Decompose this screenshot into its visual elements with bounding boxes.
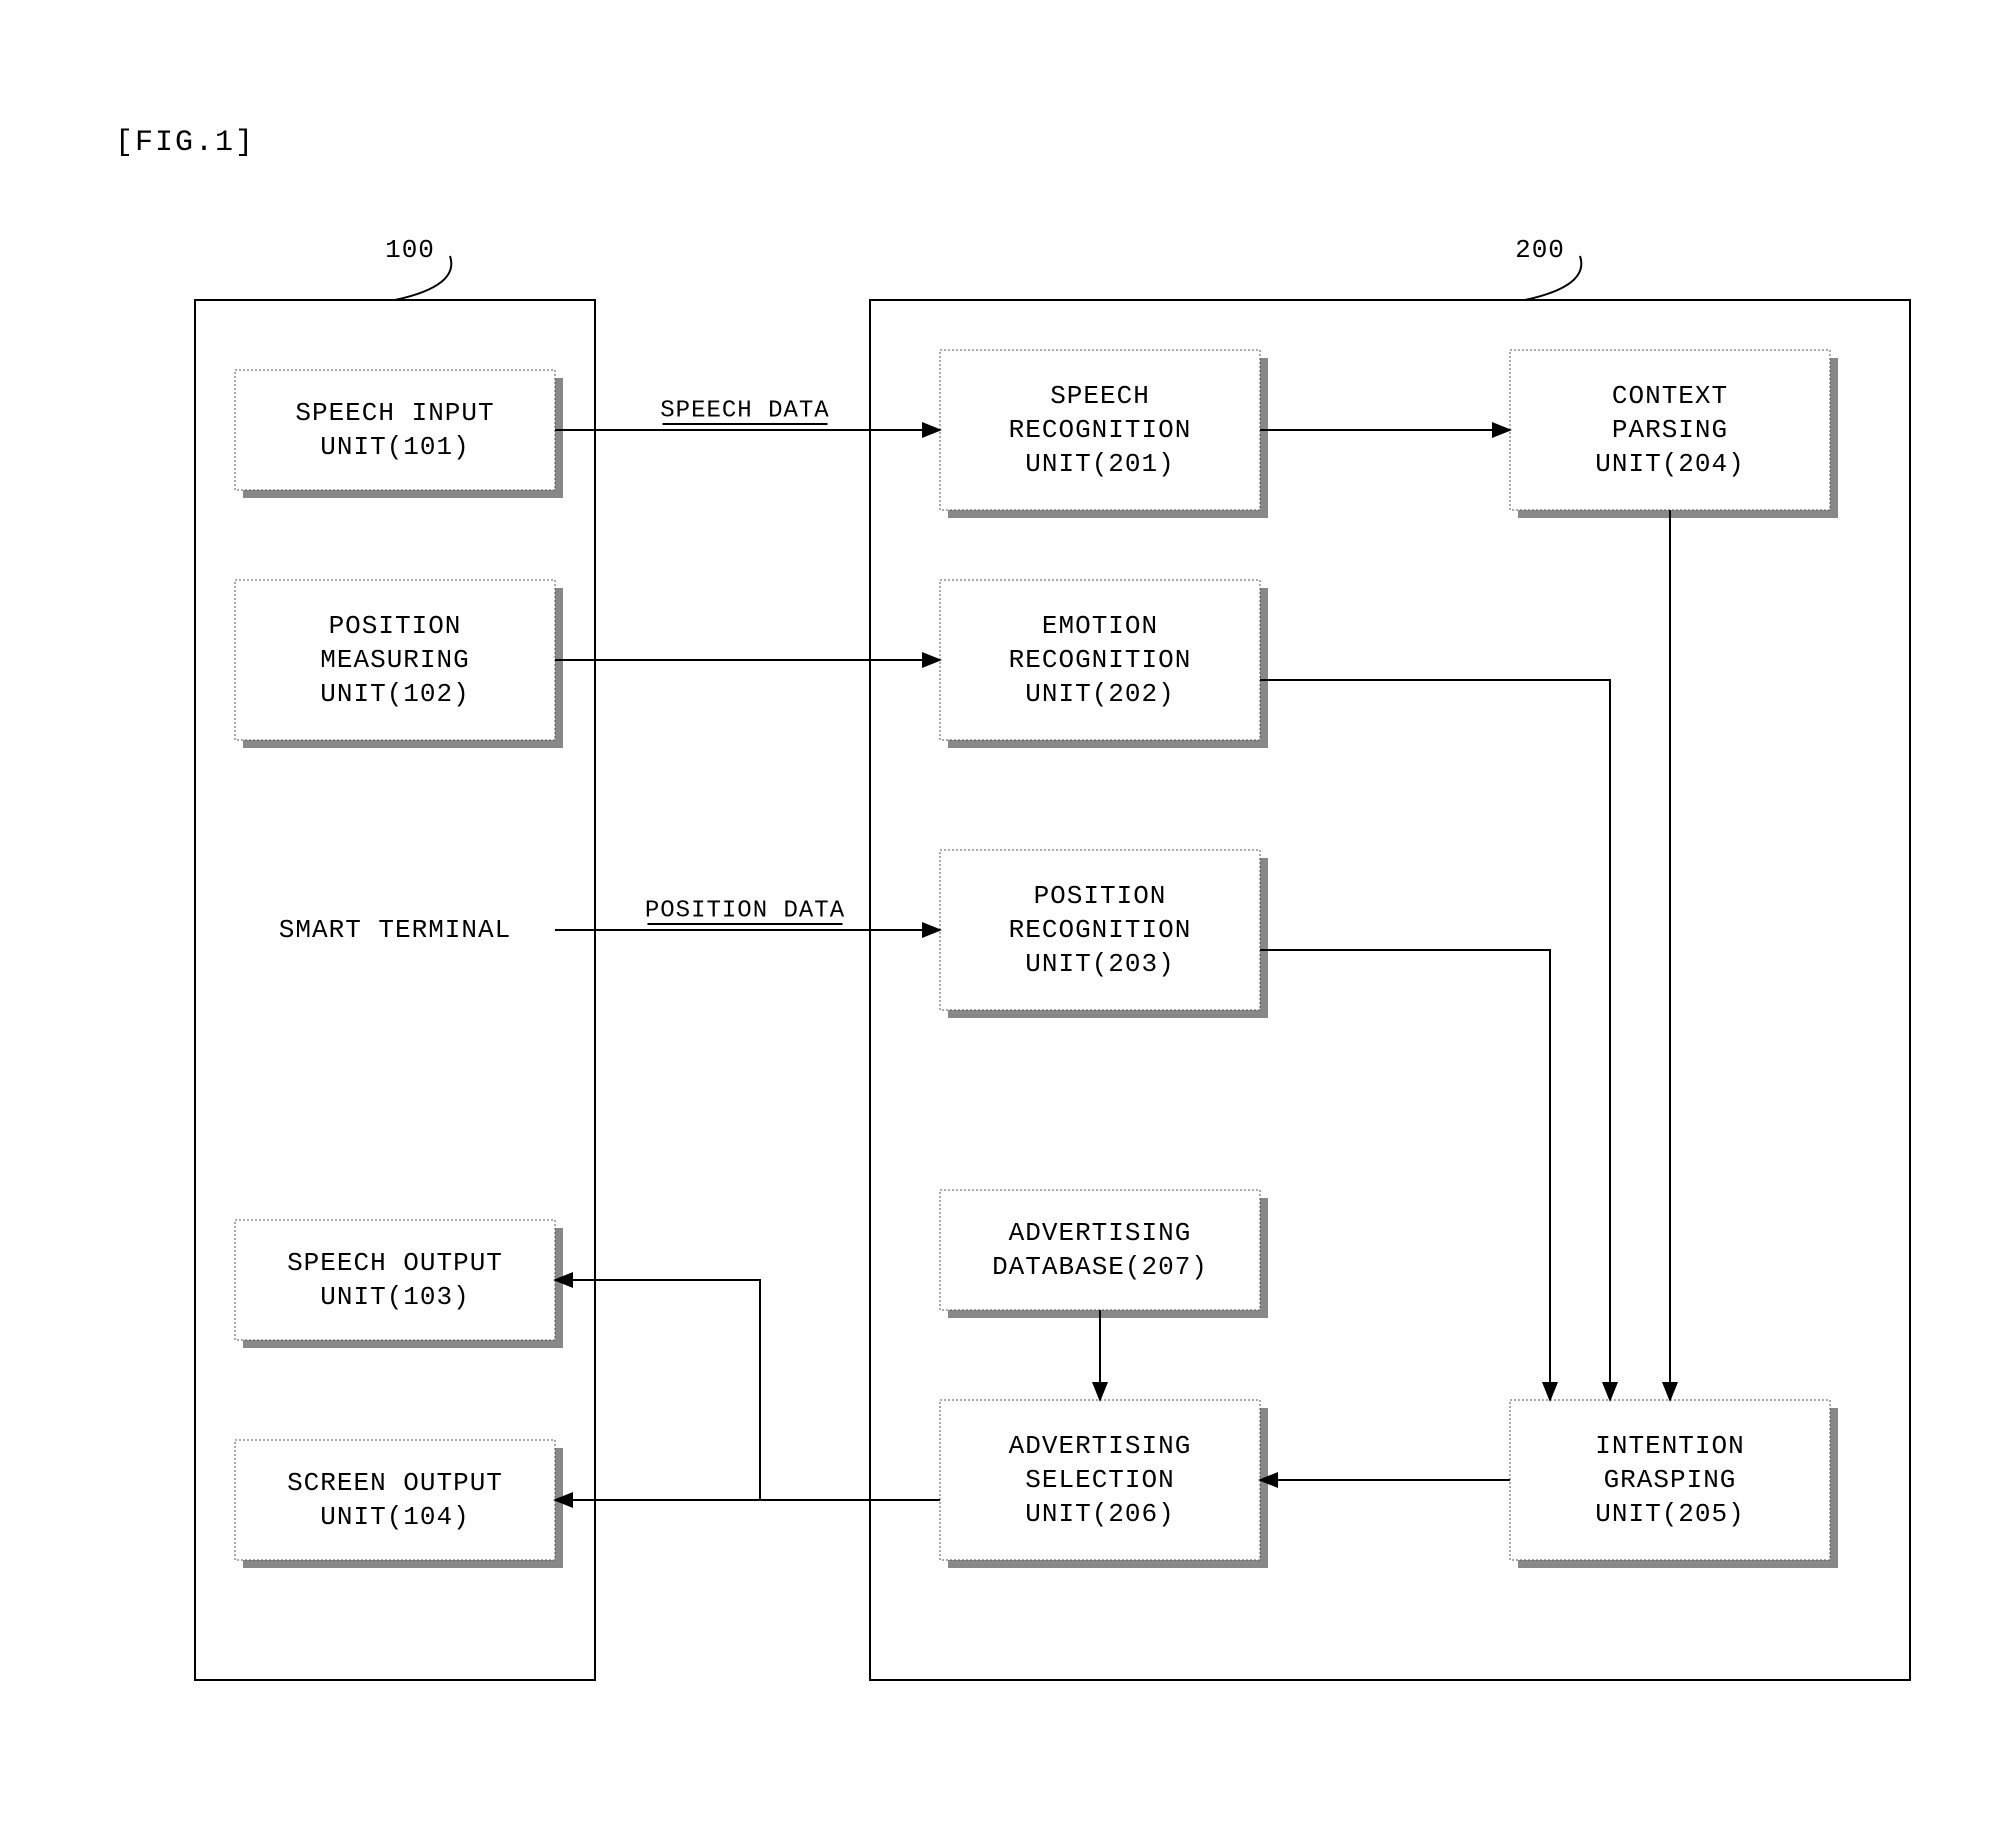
n103-text-1: UNIT(103) [320, 1282, 469, 1312]
n202-text-2: UNIT(202) [1025, 679, 1174, 709]
n206-text-0: ADVERTISING [1009, 1431, 1192, 1461]
n203-text-0: POSITION [1034, 881, 1167, 911]
figure-svg: [FIG.1] 100 200 SMART TERMINAL SPEECH INPUT U… [0, 0, 1998, 1839]
container-label-right: 200 [1515, 235, 1565, 265]
n102-text-0: POSITION [329, 611, 462, 641]
n104-text-1: UNIT(104) [320, 1502, 469, 1532]
figure-caption: [FIG.1] [115, 126, 255, 160]
n207-box [940, 1190, 1260, 1310]
edge-label-e4: POSITION DATA [645, 897, 845, 924]
n104-box [235, 1440, 555, 1560]
n201-text-1: RECOGNITION [1009, 415, 1192, 445]
n202-text-0: EMOTION [1042, 611, 1158, 641]
n101-text-0: SPEECH INPUT [295, 398, 494, 428]
n201-text-2: UNIT(201) [1025, 449, 1174, 479]
n205-text-1: GRASPING [1604, 1465, 1737, 1495]
n206-text-1: SELECTION [1025, 1465, 1174, 1495]
n103-text-0: SPEECH OUTPUT [287, 1248, 503, 1278]
n202-text-1: RECOGNITION [1009, 645, 1192, 675]
edge-e5 [1260, 680, 1610, 1400]
edge-e6 [1260, 950, 1550, 1400]
n203-text-2: UNIT(203) [1025, 949, 1174, 979]
n204-text-0: CONTEXT [1612, 381, 1728, 411]
smart-terminal-label: SMART TERMINAL [279, 915, 511, 945]
n201-text-0: SPEECH [1050, 381, 1150, 411]
n203-text-1: RECOGNITION [1009, 915, 1192, 945]
n204-text-1: PARSING [1612, 415, 1728, 445]
edge-e11 [555, 1280, 760, 1500]
container-label-left: 100 [385, 235, 435, 265]
n102-text-2: UNIT(102) [320, 679, 469, 709]
n101-box [235, 370, 555, 490]
edge-label-e1: SPEECH DATA [660, 397, 829, 424]
n204-text-2: UNIT(204) [1595, 449, 1744, 479]
n205-text-2: UNIT(205) [1595, 1499, 1744, 1529]
n102-text-1: MEASURING [320, 645, 469, 675]
n101-text-1: UNIT(101) [320, 432, 469, 462]
n207-text-0: ADVERTISING [1009, 1218, 1192, 1248]
n206-text-2: UNIT(206) [1025, 1499, 1174, 1529]
n104-text-0: SCREEN OUTPUT [287, 1468, 503, 1498]
n207-text-1: DATABASE(207) [992, 1252, 1208, 1282]
n103-box [235, 1220, 555, 1340]
n205-text-0: INTENTION [1595, 1431, 1744, 1461]
